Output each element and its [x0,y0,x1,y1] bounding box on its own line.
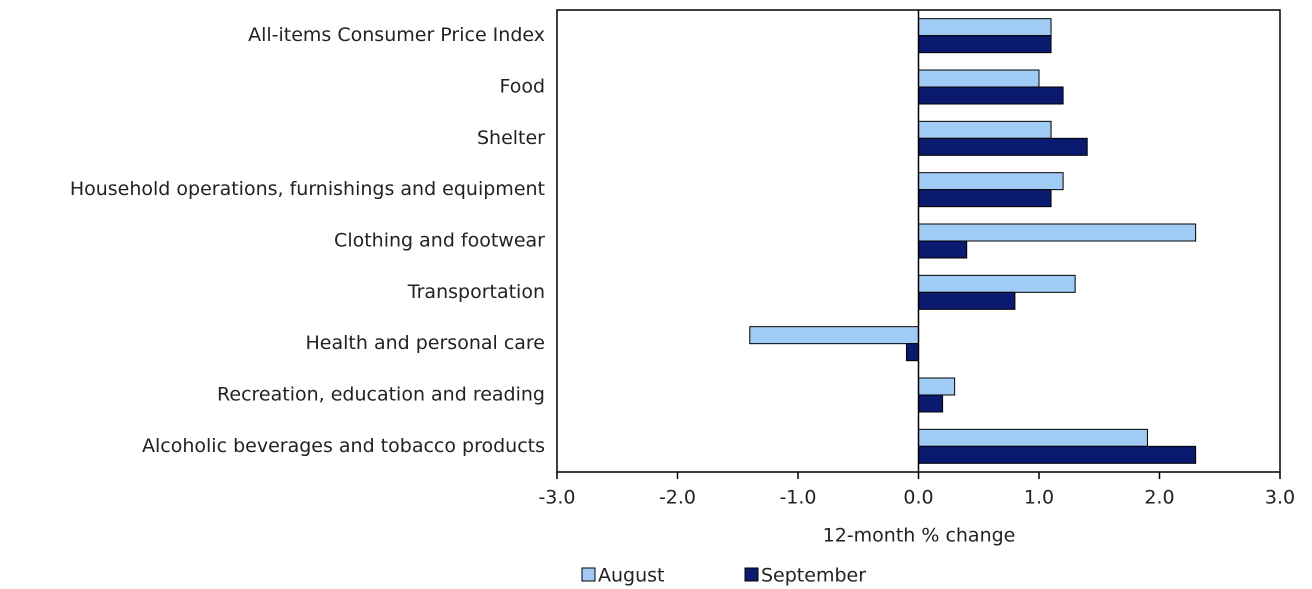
x-tick-label: 1.0 [1024,487,1054,509]
x-tick-label: 3.0 [1265,487,1295,509]
bar [918,377,956,396]
y-tick-label: Shelter [477,127,545,149]
x-tick-label: -3.0 [538,487,575,509]
y-tick-label: All-items Consumer Price Index [248,24,545,46]
legend-swatch [581,567,596,582]
bar [918,189,1052,208]
y-tick-label: Clothing and footwear [334,230,545,252]
x-axis-label: 12-month % change [823,525,1016,547]
bar [918,291,1016,310]
bar [918,274,1076,293]
bar [749,326,919,345]
bar [918,137,1088,156]
x-tick-label: -2.0 [659,487,696,509]
bar [918,445,1197,464]
bar [918,172,1064,191]
bar [918,18,1052,37]
bar [918,240,968,259]
y-tick-label: Transportation [407,281,545,303]
legend-label: August [598,565,665,587]
y-tick-label: Recreation, education and reading [217,384,545,406]
bar [918,428,1148,447]
y-tick-label: Household operations, furnishings and eq… [70,178,545,200]
y-tick-label: Health and personal care [306,332,545,354]
x-tick-label: -1.0 [779,487,816,509]
y-tick-label: Alcoholic beverages and tobacco products [142,435,545,457]
bar [918,86,1064,105]
bar [918,35,1052,54]
bar [918,223,1197,242]
y-tick-label: Food [499,76,545,98]
bar [918,394,944,413]
bar [918,120,1052,139]
legend-swatch [744,567,759,582]
legend-label: September [761,565,866,587]
bar [905,343,920,362]
bar [918,69,1040,88]
x-tick-label: 0.0 [903,487,933,509]
x-tick-label: 2.0 [1144,487,1174,509]
